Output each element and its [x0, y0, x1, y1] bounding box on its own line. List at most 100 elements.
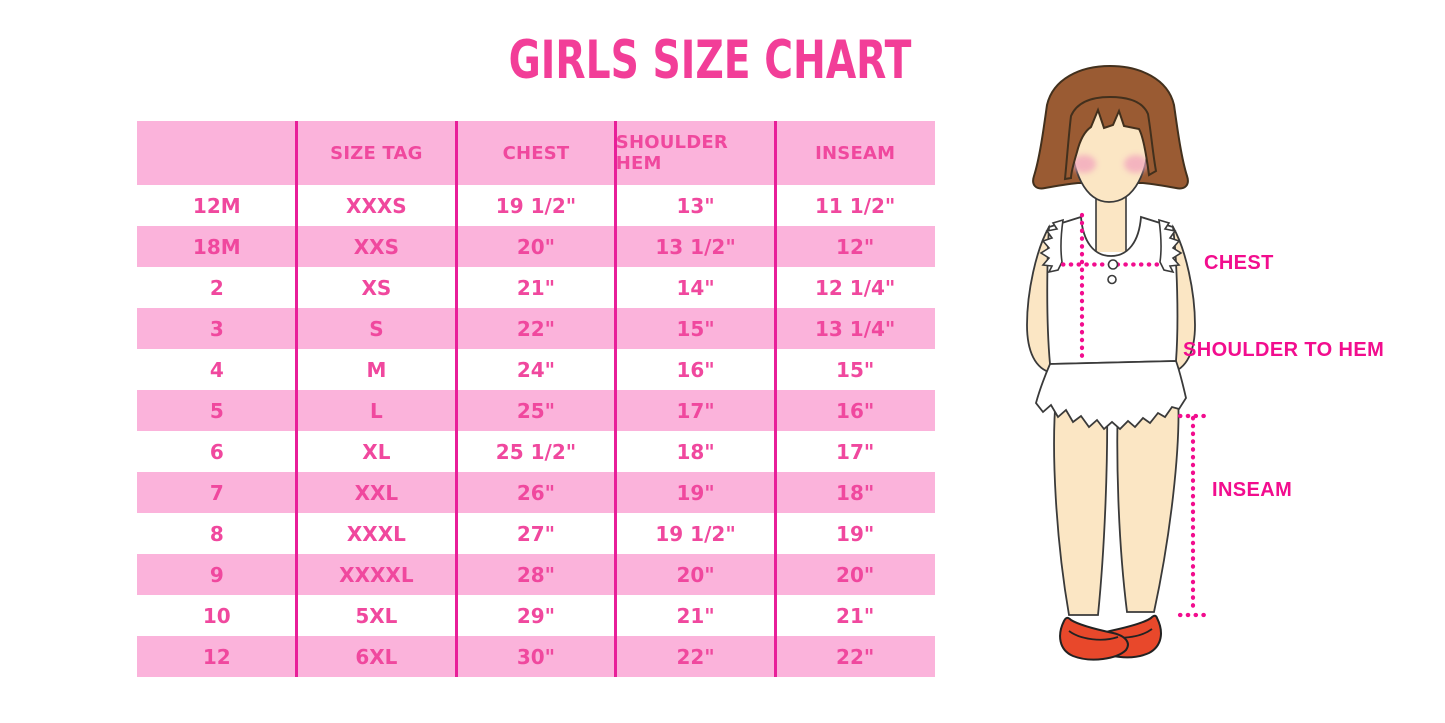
- table-cell: 12M: [192, 193, 241, 218]
- table-row: 7 XXL 26" 19" 18": [137, 472, 935, 513]
- table-cell: 18": [836, 480, 875, 505]
- table-row: 3 S 22" 15" 13 1/4": [137, 308, 935, 349]
- table-cell: 22": [516, 316, 556, 341]
- table-cell: 26": [516, 480, 556, 505]
- right-shoulder-ruffle: [1158, 218, 1183, 274]
- header-cell: SIZE TAG: [330, 142, 423, 164]
- header-cell: SHOULDER HEM: [615, 132, 728, 174]
- page-title: GIRLS SIZE CHART: [508, 30, 912, 91]
- table-cell: 12: [202, 644, 231, 669]
- table-cell: 29": [516, 603, 556, 628]
- table-body: 12M XXXS 19 1/2" 13" 11 1/2" 18M XXS 20" 13 1/2"…: [137, 185, 935, 677]
- table-cell: 22": [676, 644, 715, 669]
- table-cell: 17": [836, 439, 875, 464]
- left-shoe-strap: [1068, 630, 1119, 641]
- table-row: 2 XS 21" 14" 12 1/4": [137, 267, 935, 308]
- table-cell: 15": [836, 357, 875, 382]
- table-cell: 21": [516, 275, 556, 300]
- table-cell: XXXXL: [339, 562, 414, 587]
- table-row: 5 L 25" 17" 16": [137, 390, 935, 431]
- table-cell: 24": [516, 357, 556, 382]
- column-divider: [773, 121, 777, 677]
- size-chart-table: SIZE TAG CHEST SHOULDER HEM INSEAM 12M XXXS 1…: [137, 121, 935, 677]
- table-cell: 19 1/2": [655, 521, 736, 546]
- left-shoulder-ruffle: [1039, 218, 1064, 274]
- table-cell: 13": [676, 193, 715, 218]
- table-cell: XS: [361, 275, 392, 300]
- table-cell: 30": [516, 644, 556, 669]
- table-cell: 7: [209, 480, 224, 505]
- table-row: 9 XXXXL 28" 20" 20": [137, 554, 935, 595]
- table-cell: 3: [209, 316, 224, 341]
- table-cell: 20": [836, 562, 875, 587]
- column-divider: [454, 121, 458, 677]
- table-row: 10 5XL 29" 21" 21": [137, 595, 935, 636]
- table-cell: L: [370, 398, 383, 423]
- table-cell: 28": [516, 562, 556, 587]
- table-cell: 19": [676, 480, 715, 505]
- table-cell: 5: [209, 398, 224, 423]
- table-cell: 13 1/4": [814, 316, 896, 341]
- header-cell: CHEST: [502, 142, 570, 164]
- right-leg-shape: [1116, 393, 1180, 613]
- blush-right: [1124, 155, 1148, 173]
- header-cell: [137, 121, 297, 185]
- table-cell: XXS: [353, 234, 400, 259]
- table-cell: 18M: [192, 234, 241, 259]
- table-cell: 25": [516, 398, 556, 423]
- skirt-shape: [1035, 360, 1187, 431]
- shirt-button-top: [1107, 259, 1119, 270]
- table-row: 4 M 24" 16" 15": [137, 349, 935, 390]
- table-cell: M: [366, 357, 387, 382]
- table-cell: 16": [836, 398, 875, 423]
- table-cell: 6: [209, 439, 224, 464]
- table-cell: 18": [676, 439, 715, 464]
- table-cell: XL: [362, 439, 391, 464]
- table-row: 18M XXS 20" 13 1/2" 12": [137, 226, 935, 267]
- table-row: 12M XXXS 19 1/2" 13" 11 1/2": [137, 185, 935, 226]
- table-cell: 17": [676, 398, 715, 423]
- table-cell: S: [369, 316, 384, 341]
- shoulder-to-hem-label: SHOULDER TO HEM: [1183, 339, 1385, 361]
- table-cell: 19 1/2": [495, 193, 577, 218]
- table-cell: XXXL: [346, 521, 406, 546]
- table-cell: XXL: [354, 480, 399, 505]
- left-leg-shape: [1053, 395, 1109, 616]
- table-cell: 6XL: [355, 644, 398, 669]
- table-cell: 15": [676, 316, 715, 341]
- table-row: 12 6XL 30" 22" 22": [137, 636, 935, 677]
- table-cell: 9: [209, 562, 224, 587]
- table-cell: 12": [836, 234, 875, 259]
- table-cell: 19": [836, 521, 875, 546]
- table-cell: 27": [516, 521, 556, 546]
- table-cell: 21": [676, 603, 715, 628]
- table-cell: 13 1/2": [655, 234, 736, 259]
- table-header-row: SIZE TAG CHEST SHOULDER HEM INSEAM: [137, 121, 935, 185]
- inseam-label: INSEAM: [1212, 479, 1293, 501]
- table-cell: 10: [202, 603, 231, 628]
- girl-illustration: [1026, 64, 1209, 661]
- table-cell: 11 1/2": [814, 193, 896, 218]
- table-cell: 20": [676, 562, 715, 587]
- table-cell: 12 1/4": [814, 275, 896, 300]
- chest-label: CHEST: [1204, 252, 1274, 274]
- column-divider: [295, 121, 299, 677]
- blush-left: [1072, 155, 1096, 173]
- table-cell: 4: [209, 357, 224, 382]
- table-row: 8 XXXL 27" 19 1/2" 19": [137, 513, 935, 554]
- table-cell: 14": [676, 275, 715, 300]
- shirt-button-bottom: [1107, 274, 1117, 285]
- table-cell: 21": [836, 603, 875, 628]
- column-divider: [614, 121, 618, 677]
- table-cell: 8: [209, 521, 224, 546]
- table-cell: 20": [516, 234, 556, 259]
- table-cell: XXXS: [346, 193, 407, 218]
- table-cell: 2: [209, 275, 224, 300]
- header-cell: INSEAM: [815, 142, 896, 164]
- bangs-shape: [1063, 95, 1158, 181]
- table-cell: 16": [676, 357, 715, 382]
- table-cell: 22": [836, 644, 875, 669]
- table-cell: 5XL: [355, 603, 398, 628]
- table-row: 6 XL 25 1/2" 18" 17": [137, 431, 935, 472]
